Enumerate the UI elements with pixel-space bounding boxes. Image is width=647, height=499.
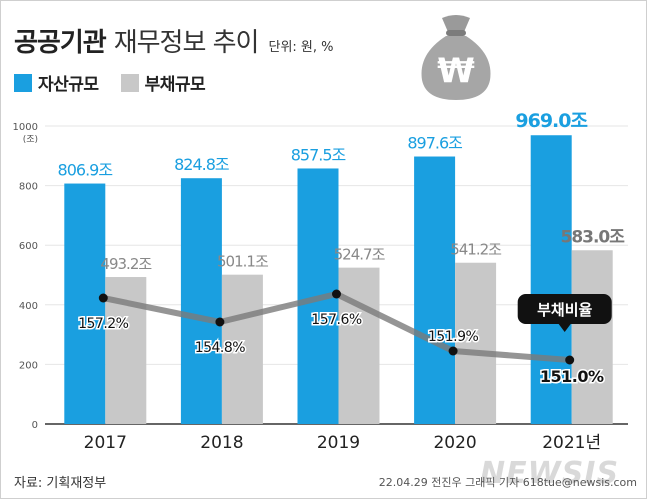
ratio-label: 151.9% xyxy=(428,329,479,345)
bar-label-debt: 524.7조 xyxy=(334,246,386,264)
ratio-label: 157.6% xyxy=(311,312,362,328)
x-tick-label: 2019 xyxy=(317,433,360,453)
ratio-label: 157.2% xyxy=(78,316,129,332)
bar-assets xyxy=(530,135,572,424)
won-symbol: ₩ xyxy=(437,51,475,91)
money-bag-icon: ₩ xyxy=(421,15,491,100)
y-tick-label: 0 xyxy=(32,420,38,431)
legend-swatch-debt xyxy=(120,73,139,92)
credit-text: 22.04.29 전진우 그래픽 기자 618tue@newsis.com xyxy=(378,476,637,489)
x-tick-label: 2020 xyxy=(433,433,476,453)
legend-label-debt: 부채규모 xyxy=(144,75,206,95)
bar-debt xyxy=(455,262,497,424)
ratio-point xyxy=(215,317,225,327)
x-tick-label: 2018 xyxy=(200,433,243,453)
bar-assets xyxy=(414,156,456,424)
ratio-point xyxy=(332,289,341,299)
legend: 자산규모 부채규모 xyxy=(14,70,227,95)
ratio-callout-box xyxy=(517,294,612,324)
x-tick-label: 2017 xyxy=(84,433,127,453)
ratio-label: 151.0% xyxy=(540,367,604,386)
legend-item-assets: 자산규모 xyxy=(14,70,99,95)
bar-label-debt: 583.0조 xyxy=(560,227,625,247)
y-tick-label: 600 xyxy=(19,241,38,252)
bar-label-debt: 493.2조 xyxy=(100,255,152,273)
watermark: NEWSIS xyxy=(480,456,620,491)
y-tick-label: 800 xyxy=(19,182,38,193)
source-text: 자료: 기획재정부 xyxy=(14,476,107,491)
y-unit-label: (조) xyxy=(23,135,38,145)
unit-label: 단위: 원, % xyxy=(268,40,334,55)
bar-debt xyxy=(221,274,263,424)
bar-label-assets: 969.0조 xyxy=(515,110,587,132)
ratio-callout-label: 부채비율 xyxy=(537,301,592,319)
y-tick-label: 400 xyxy=(19,301,38,312)
chart-title: 공공기관 재무정보 추이 단위: 원, % xyxy=(14,22,334,59)
y-tick-label: 200 xyxy=(19,360,38,371)
ratio-point xyxy=(98,293,108,303)
title-bold: 공공기관 xyxy=(14,28,107,58)
bar-debt xyxy=(338,267,380,424)
bar-assets xyxy=(64,183,106,424)
bar-label-assets: 897.6조 xyxy=(407,134,462,153)
bar-label-debt: 541.2조 xyxy=(450,241,502,259)
bar-debt xyxy=(571,250,613,424)
legend-swatch-assets xyxy=(14,73,32,92)
bar-label-assets: 806.9조 xyxy=(58,161,113,180)
title-rest: 재무정보 추이 xyxy=(113,28,260,58)
ratio-point xyxy=(448,346,458,356)
legend-item-debt: 부채규모 xyxy=(120,70,206,95)
bar-label-assets: 857.5조 xyxy=(291,145,346,164)
bar-label-assets: 824.8조 xyxy=(174,155,229,174)
bar-label-debt: 501.1조 xyxy=(217,253,269,271)
ratio-callout-pointer xyxy=(558,324,571,332)
ratio-label: 154.8% xyxy=(195,340,246,356)
bar-assets xyxy=(180,178,222,424)
y-tick-label: 1000 xyxy=(13,122,38,133)
legend-label-assets: 자산규모 xyxy=(38,75,99,95)
x-tick-label: 2021년 xyxy=(542,433,601,453)
ratio-point xyxy=(565,355,575,365)
